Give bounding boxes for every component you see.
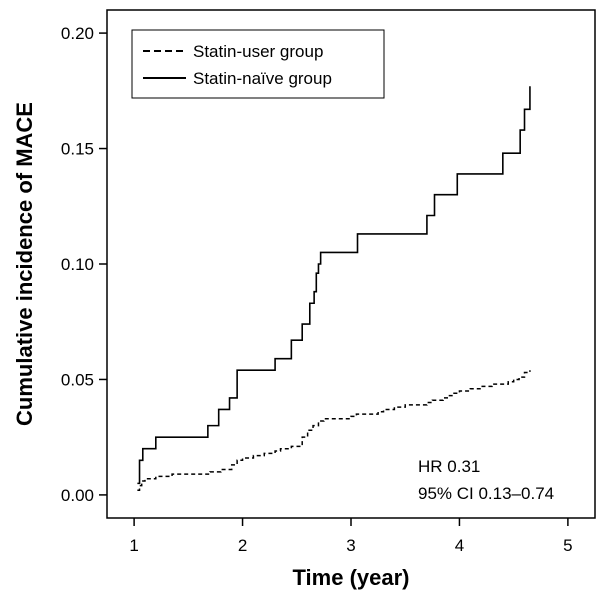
series-statin-user-line [137,370,531,492]
x-tick-label: 2 [238,536,247,555]
x-tick-label: 4 [455,536,464,555]
series-layer [137,86,531,492]
y-axis-title: Cumulative incidence of MACE [12,102,37,426]
x-axis-title: Time (year) [293,565,410,590]
y-tick-label: 0.20 [61,24,94,43]
annotation-hr: HR 0.31 [418,457,480,476]
x-tick-label: 1 [129,536,138,555]
annotation-ci: 95% CI 0.13–0.74 [418,484,554,503]
x-axis: 1 2 3 4 5 [129,518,573,555]
legend-label-statin-user: Statin-user group [193,42,323,61]
y-tick-label: 0.15 [61,140,94,159]
y-tick-label: 0.05 [61,370,94,389]
series-statin-naive-line [137,86,531,485]
x-tick-label: 5 [563,536,572,555]
x-tick-label: 3 [346,536,355,555]
legend: Statin-user group Statin-naïve group [131,29,385,99]
y-tick-label: 0.10 [61,255,94,274]
legend-box [131,29,385,99]
legend-label-statin-naive: Statin-naïve group [193,69,332,88]
y-tick-label: 0.00 [61,486,94,505]
y-axis: 0.00 0.05 0.10 0.15 0.20 [61,24,107,505]
